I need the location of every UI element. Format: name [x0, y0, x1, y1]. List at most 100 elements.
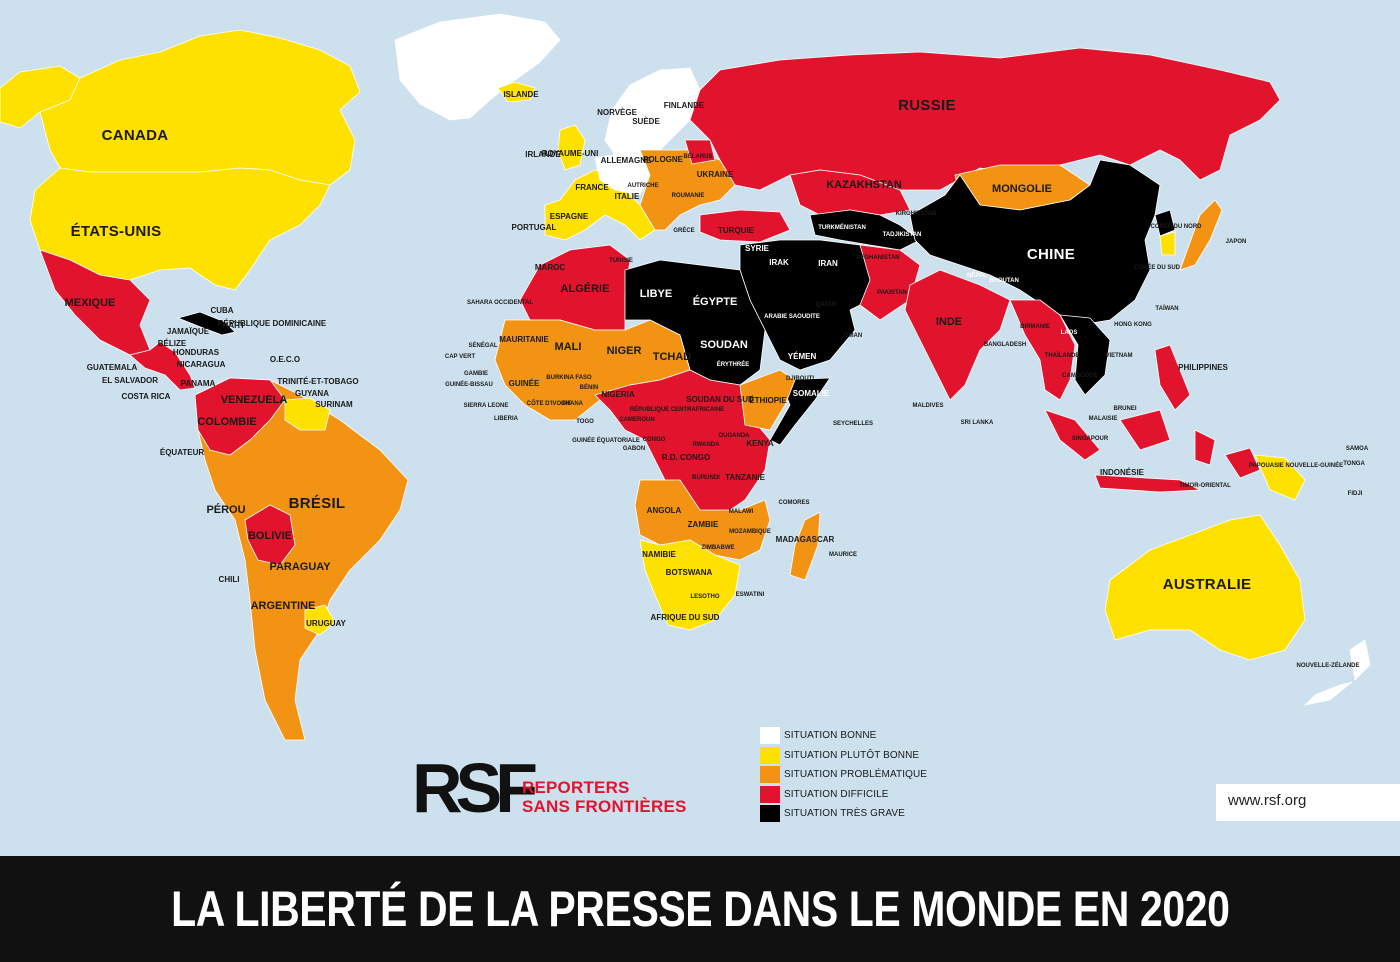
- country-label: GAMBIE: [464, 370, 488, 377]
- country-label: OMAN: [843, 332, 863, 339]
- region-belarus: [684, 139, 716, 165]
- country-label: TCHAD: [652, 351, 692, 364]
- map-canvas: [0, 13, 1371, 741]
- country-label: BURKINA FASO: [546, 374, 592, 381]
- country-label: SAMOA: [1345, 445, 1369, 452]
- region-cuba: [177, 311, 236, 336]
- country-label: CONGO: [642, 436, 666, 443]
- country-label: TAÏWAN: [1155, 305, 1179, 312]
- country-label: MAURICE: [829, 551, 857, 558]
- country-label: TRINITÉ-ET-TOBAGO: [277, 376, 359, 386]
- country-label: PARAGUAY: [269, 561, 331, 574]
- country-label: SÉNÉGAL: [468, 342, 498, 349]
- country-label: O.E.C.O: [269, 354, 301, 364]
- country-label: NICARAGUA: [176, 359, 226, 369]
- country-label: SRI LANKA: [960, 419, 994, 426]
- country-label: PAKISTAN: [877, 289, 907, 296]
- country-label: ISLANDE: [503, 89, 539, 99]
- country-label: ÉTHIOPIE: [749, 395, 787, 405]
- country-label: CÔTE D'IVOIRE: [526, 400, 572, 407]
- country-label: SOUDAN DU SUD: [686, 394, 754, 404]
- legend-item: SITUATION BONNE: [760, 726, 960, 746]
- country-label: SOUDAN: [700, 339, 748, 352]
- country-label: CANADA: [101, 127, 169, 145]
- country-label: KENYA: [746, 438, 774, 448]
- legend-label: SITUATION PLUTÔT BONNE: [784, 749, 920, 761]
- country-label: MAROC: [534, 262, 566, 272]
- country-label: FIDJI: [1347, 490, 1363, 497]
- country-label: HAÏTI: [222, 320, 244, 330]
- country-label: COSTA RICA: [121, 391, 171, 401]
- country-label: ANGOLA: [646, 505, 682, 515]
- country-label: GHANA: [561, 400, 583, 407]
- legend-item: SITUATION DIFFICILE: [760, 785, 960, 805]
- country-label: AFGHANISTAN: [856, 254, 900, 261]
- country-label: AFRIQUE DU SUD: [650, 612, 720, 622]
- country-label: GABON: [622, 445, 646, 452]
- country-label: ALLEMAGNE: [600, 155, 652, 165]
- country-label: ARABIE SAOUDITE: [764, 313, 820, 320]
- country-label: GRÈCE: [673, 227, 695, 234]
- legend-swatch: [760, 785, 780, 803]
- country-label: SYRIE: [744, 243, 770, 253]
- legend-item: SITUATION PROBLÉMATIQUE: [760, 765, 960, 785]
- country-label: PAPOUASIE NOUVELLE-GUINÉE: [1248, 462, 1344, 469]
- website-url[interactable]: www.rsf.org: [1228, 792, 1307, 809]
- country-label: BOLIVIE: [247, 530, 293, 543]
- page-title: LA LIBERTÉ DE LA PRESSE DANS LE MONDE EN…: [170, 881, 1230, 937]
- region-central-asia: [809, 209, 921, 251]
- country-label: VENEZUELA: [220, 394, 288, 407]
- legend-label: SITUATION BONNE: [784, 730, 877, 742]
- country-label: CHILI: [218, 574, 240, 584]
- country-label: RUSSIE: [898, 97, 956, 115]
- country-label: KAZAKHSTAN: [826, 179, 902, 192]
- region-australia: [1104, 514, 1306, 661]
- country-label: THAÏLANDE: [1044, 352, 1080, 359]
- country-label: NÉPAL: [967, 272, 987, 279]
- region-korea-south: [1159, 231, 1176, 256]
- region-uruguay: [304, 604, 336, 636]
- country-label: RWANDA: [692, 441, 720, 448]
- region-madagascar: [789, 511, 821, 581]
- country-label: MONGOLIE: [992, 183, 1052, 196]
- country-label: NAMIBIE: [642, 549, 676, 559]
- region-southeast-asia: [1009, 299, 1076, 401]
- country-label: SOMALIE: [792, 388, 830, 398]
- country-label: ROYAUME-UNI: [541, 148, 599, 158]
- country-label: MALDIVES: [912, 402, 944, 409]
- country-label: TURQUIE: [718, 225, 754, 235]
- country-label: OUGANDA: [718, 432, 750, 439]
- legend: SITUATION BONNE SITUATION PLUTÔT BONNE SIT…: [760, 726, 960, 824]
- region-china: [909, 159, 1161, 326]
- country-label: EL SALVADOR: [101, 375, 159, 385]
- rsf-logo-name: REPORTERS SANS FRONTIÈRES: [522, 778, 687, 816]
- country-label: TANZANIE: [725, 472, 765, 482]
- region-bolivia: [244, 504, 296, 566]
- country-label: BHOUTAN: [989, 277, 1019, 284]
- country-label: JAMAÏQUE: [166, 326, 210, 336]
- country-label: CAP VERT: [444, 353, 476, 360]
- country-label: VIETNAM: [1105, 352, 1133, 359]
- country-label: CORÉE DU SUD: [1133, 264, 1181, 271]
- country-label: MALAISIE: [1088, 415, 1118, 422]
- rsf-logo-mark: RSF: [412, 749, 538, 827]
- country-label: MEXIQUE: [64, 297, 116, 310]
- rsf-name-line2: SANS FRONTIÈRES: [522, 797, 687, 816]
- country-label: ÉGYPTE: [692, 296, 738, 309]
- region-uk: [557, 124, 586, 171]
- region-venezuela-colombia: [194, 377, 286, 456]
- country-label: URUGUAY: [306, 618, 346, 628]
- country-label: NIGER: [606, 345, 642, 358]
- country-label: NORVÈGE: [597, 107, 637, 117]
- region-philippines: [1154, 344, 1191, 411]
- region-iceland: [497, 81, 536, 103]
- region-guianas: [284, 397, 331, 431]
- country-label: LIBYE: [639, 288, 673, 301]
- country-label: TOGO: [576, 418, 594, 425]
- country-label: ÉTATS-UNIS: [70, 223, 162, 241]
- region-canada: [39, 29, 361, 186]
- country-label: QATAR: [815, 301, 837, 308]
- country-label: CORÉE DU NORD: [1150, 223, 1202, 230]
- country-label: COMORES: [778, 499, 810, 506]
- country-label: DJIBOUTI: [785, 375, 815, 382]
